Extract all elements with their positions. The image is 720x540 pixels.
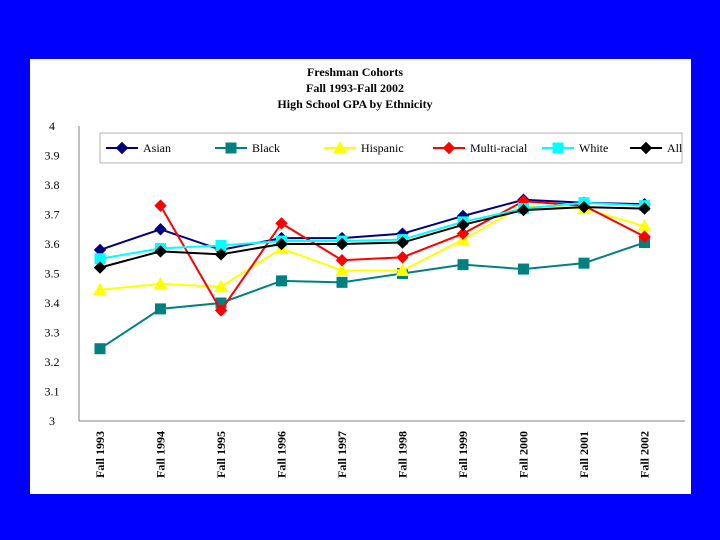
x-tick-label: Fall 1997 [335,431,349,478]
series-all-point [214,248,228,261]
y-tick-label: 3.2 [45,355,60,369]
series-black-point [518,263,529,275]
series-all-point [638,202,651,215]
legend-white-marker [552,142,564,154]
legend: Asian Black Hispanic Multi-racial White All [106,140,683,155]
x-tick-label: Fall 2001 [577,431,591,478]
chart-title-line-2: Fall 1993-Fall 2002 [306,81,404,95]
x-tick-label: Fall 1998 [396,431,410,478]
series-multi-racial-point [275,217,288,230]
series-multi-racial-point [154,199,167,212]
chart-panel: Freshman Cohorts Fall 1993-Fall 2002 Hig… [30,59,691,494]
series-black-point [94,343,106,355]
series-multi-racial-point [396,251,409,264]
legend-hispanic-marker [333,140,347,154]
y-tick-label: 4 [49,119,55,133]
series-black-point [155,303,166,315]
x-tick-label: Fall 1999 [456,431,470,478]
series-multi-racial-point [456,227,470,240]
x-tick-label: Fall 1993 [93,431,107,478]
y-tick-label: 3.1 [45,385,60,399]
series-all-point [275,237,288,251]
legend-multi-racial-marker [442,141,456,155]
series-hispanic-point [93,282,107,296]
chart-title-group: Freshman Cohorts Fall 1993-Fall 2002 Hig… [277,65,432,111]
legend-hispanic-label: Hispanic [361,141,404,155]
legend-white-label: White [579,141,608,155]
series-all-line [99,206,645,269]
series-all-point [517,203,530,217]
series-asian-line [99,198,645,251]
line-chart: Freshman Cohorts Fall 1993-Fall 2002 Hig… [45,65,685,478]
series-multi-racial-point [214,304,228,317]
series-all-point [577,200,591,214]
series-hispanic-point [214,279,228,293]
series-white-line [99,201,645,260]
legend-black-marker [225,142,237,154]
x-tick-label: Fall 1995 [214,431,228,478]
y-tick-label: 3.6 [45,237,60,251]
series-all-point [335,237,349,251]
legend-box [99,132,683,164]
y-tick-label: 3.7 [45,208,60,222]
x-tick-label: Fall 1994 [154,431,168,478]
series-group [93,193,652,355]
series-black-point [276,275,287,287]
series-black-line [99,241,645,350]
legend-all-marker [639,141,653,155]
chart-title-line-1: Freshman Cohorts [307,65,403,79]
series-all-point [154,245,167,258]
legend-multi-racial-label: Multi-racial [470,141,528,155]
x-axis-ticks: Fall 1993 Fall 1994 Fall 1995 Fall 1996 Fall… [93,431,652,478]
series-black-point [457,259,469,271]
series-asian-point [154,223,167,236]
x-tick-label: Fall 2000 [517,431,531,478]
legend-asian-label: Asian [143,141,171,155]
x-tick-label: Fall 1996 [275,431,289,478]
legend-asian-marker [115,141,129,155]
x-tick-label: Fall 2002 [638,431,652,478]
legend-black-label: Black [252,141,280,155]
series-hispanic-point [395,263,410,277]
series-black-point [578,257,590,269]
y-tick-label: 3.5 [45,267,60,281]
y-tick-label: 3.9 [45,149,60,163]
series-hispanic-point [153,276,168,290]
series-all-point [456,218,470,232]
y-tick-label: 3.8 [45,178,60,192]
chart-title-line-3: High School GPA by Ethnicity [277,97,432,111]
series-multi-racial-point [335,254,349,267]
series-hispanic-point [335,263,349,277]
legend-all-label: All [667,141,683,155]
series-multi-racial-point [638,230,651,243]
series-all-point [396,236,409,249]
y-tick-label: 3.4 [45,296,60,310]
y-tick-label: 3.3 [45,326,60,340]
y-tick-label: 3 [49,414,55,428]
series-all-point [93,261,107,274]
y-axis-ticks: 4 3.9 3.8 3.7 3.6 3.5 3.4 3.3 3.2 3.1 3 [45,119,60,428]
series-hispanic-line [99,204,645,291]
series-black-point [336,276,348,288]
